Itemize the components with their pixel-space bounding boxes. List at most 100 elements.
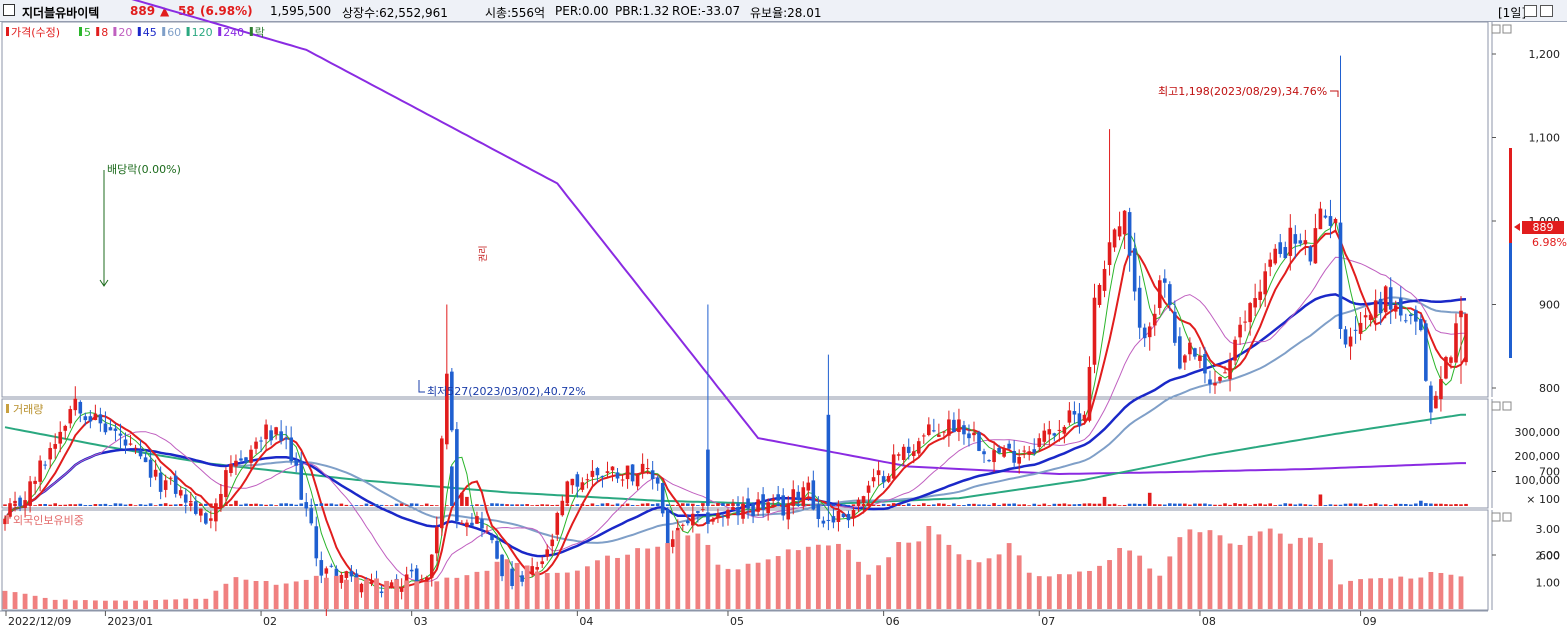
volume-bar — [560, 504, 565, 506]
candle-body — [38, 460, 42, 482]
last-price-box — [1522, 221, 1564, 234]
volume-bar — [339, 503, 344, 506]
foreign-bar — [564, 572, 570, 609]
foreign-panel-minimize-button[interactable] — [1491, 512, 1501, 522]
volume-bar — [214, 503, 218, 506]
volume-bar — [1032, 503, 1037, 506]
ma20-line — [4, 256, 1466, 582]
candle-body — [932, 430, 936, 432]
foreign-bar — [103, 600, 108, 609]
foreign-bar — [595, 560, 600, 609]
foreign-bar — [484, 570, 490, 609]
volume-bar — [294, 504, 298, 506]
volume-bar — [505, 504, 509, 506]
candle-body — [480, 519, 484, 529]
x-tick-label: 2023/01 — [107, 615, 153, 628]
candle-body — [791, 489, 796, 507]
legend-swatch — [79, 27, 82, 36]
restore-button[interactable] — [1524, 5, 1537, 17]
volume-bar — [741, 503, 745, 506]
foreign-bar — [72, 600, 78, 609]
candle-body — [485, 530, 489, 532]
listed-shares: 상장수:62,552,961 — [342, 6, 448, 20]
volume-panel-minimize-button[interactable] — [1491, 401, 1501, 411]
candle-body — [138, 450, 143, 457]
volume-bar — [721, 503, 725, 506]
volume-bar — [691, 503, 695, 506]
volume-bar — [1373, 503, 1378, 506]
candle-body — [163, 480, 168, 490]
volume-bar — [776, 504, 780, 506]
volume-bar — [952, 503, 956, 506]
volume-bar — [1097, 503, 1102, 506]
candle-body — [615, 472, 620, 479]
volume-bar — [1328, 504, 1333, 506]
volume-bar — [1454, 504, 1458, 506]
volume-bar — [927, 504, 931, 506]
volume-bar — [670, 504, 675, 506]
volume-bar — [1303, 504, 1308, 506]
volume-bar — [1419, 500, 1423, 506]
candle-body — [871, 477, 876, 482]
volume-bar — [173, 504, 178, 506]
volume-bar — [244, 503, 248, 506]
foreign-panel-maximize-button[interactable] — [1502, 512, 1512, 522]
foreign-bar — [32, 595, 38, 609]
candle-body — [500, 554, 504, 577]
volume-bar — [806, 504, 811, 506]
candle-body — [1132, 248, 1137, 292]
volume-bar — [314, 504, 319, 506]
candle-body — [158, 472, 163, 492]
volume-panel-maximize-button[interactable] — [1502, 401, 1512, 411]
volume-bar — [1414, 503, 1418, 506]
candle-body — [716, 513, 720, 519]
candle-body — [992, 450, 996, 463]
candle-body — [1218, 376, 1222, 381]
volume-bar — [1424, 503, 1428, 506]
candle-body — [947, 419, 951, 436]
foreign-bar — [836, 543, 841, 609]
foreign-bar — [755, 562, 761, 609]
period-selector[interactable]: [1일] — [1498, 6, 1527, 20]
close-button[interactable] — [1540, 5, 1553, 17]
foreign-bar — [163, 599, 169, 609]
candle-body — [1072, 411, 1077, 415]
volume-bar — [731, 503, 735, 506]
stock-name: 지더블유바이텍 — [22, 6, 100, 20]
candle-body — [1102, 268, 1107, 291]
volume-bar — [942, 503, 946, 506]
volume-bar — [138, 504, 143, 506]
candle-body — [1343, 329, 1348, 345]
volume-bar — [1258, 503, 1262, 506]
volume-bar — [1358, 503, 1363, 506]
volume-bar — [660, 503, 665, 506]
foreign-bar — [554, 572, 560, 609]
price-panel-maximize-button[interactable] — [1502, 24, 1512, 34]
volume-bar — [1042, 503, 1047, 506]
candle-body — [670, 539, 675, 547]
foreign-bar — [253, 580, 259, 609]
candle-body — [1388, 287, 1393, 310]
candle-body — [1007, 443, 1011, 449]
market-cap: 시총:556억 — [485, 6, 546, 20]
candle-body — [585, 479, 590, 481]
volume-bar — [761, 505, 765, 506]
volume-bar — [987, 504, 991, 506]
candle-body — [1037, 438, 1042, 447]
candle-body — [450, 371, 454, 431]
volume-bar — [1037, 504, 1042, 506]
candle-body — [706, 512, 710, 524]
volume-bar — [1343, 503, 1348, 506]
foreign-bar — [1006, 543, 1012, 609]
candle-body — [1378, 298, 1383, 314]
candle-body — [665, 509, 670, 550]
volume-bar — [128, 503, 133, 506]
price: 889 — [130, 4, 156, 18]
candle-body — [921, 435, 926, 437]
volume-bar — [1047, 505, 1052, 506]
candle-body — [600, 475, 605, 477]
checkbox[interactable] — [3, 4, 15, 16]
volume-bar — [500, 503, 504, 506]
price-panel-minimize-button[interactable] — [1491, 24, 1501, 34]
candle-body — [1263, 271, 1267, 295]
